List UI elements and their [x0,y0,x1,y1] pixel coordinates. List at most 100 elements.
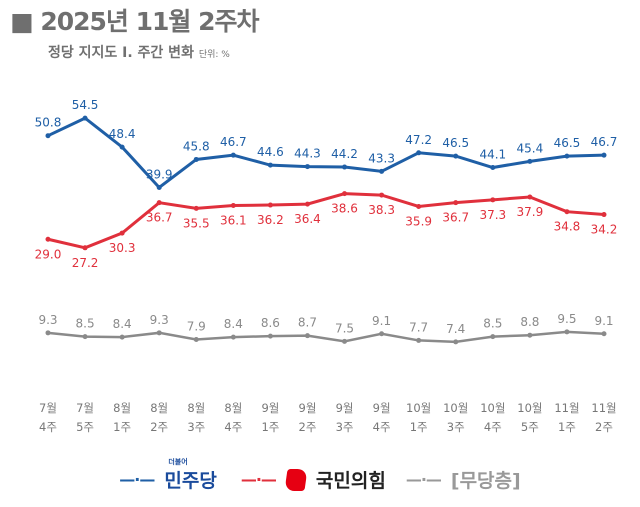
x-tick-label: 8월 [150,401,168,415]
data-point [230,152,236,158]
data-label: 8.7 [298,316,317,330]
data-point [527,158,533,164]
x-tick-label: 1주 [113,420,131,434]
data-label: 7.5 [335,321,354,335]
data-label: 30.3 [109,241,136,255]
x-tick-label: 3주 [336,420,354,434]
x-tick-label: 7월 [39,401,57,415]
x-tick-label: 8월 [187,401,205,415]
x-tick-label: 4주 [224,420,242,434]
data-label: 36.4 [294,212,321,226]
x-tick-label: 9월 [373,401,391,415]
x-tick-label: 3주 [187,420,205,434]
data-point [304,201,310,207]
x-tick-label: 1주 [410,420,428,434]
data-label: 37.3 [479,208,506,222]
data-label: 44.3 [294,147,321,161]
data-label: 8.4 [224,317,243,331]
data-point [193,156,199,162]
series-line-0 [47,116,605,190]
x-tick-label: 2주 [150,420,168,434]
data-point [453,200,459,206]
data-label: 29.0 [35,247,62,261]
x-tick-label: 8월 [224,401,242,415]
legend-text-minjoo: 민주당 [164,470,217,492]
data-point [267,202,273,208]
data-point [379,168,385,174]
data-point [379,331,385,337]
data-point [156,330,162,336]
data-label: 46.5 [442,136,469,150]
data-label: 9.1 [594,314,613,328]
legend-label-minjoo: 더불어 민주당 [164,458,217,493]
x-tick-label: 11월 [554,401,579,415]
x-tick-label: 10월 [480,401,505,415]
data-point [601,331,607,337]
data-label: 44.2 [331,147,358,161]
data-point [119,230,125,236]
data-label: 46.7 [220,135,247,149]
data-point [304,333,310,339]
data-point [416,337,422,343]
data-label: 39.9 [146,167,173,181]
data-label: 8.5 [76,317,95,331]
legend-label-ppp: 국민의힘 [315,470,386,492]
data-point [601,152,607,158]
data-point [45,330,51,336]
x-tick-label: 2주 [595,420,613,434]
legend: —·— 더불어 민주당 —·— 국민의힘 —·— [무당층] [0,458,640,493]
data-label: 8.8 [520,315,539,329]
data-point [230,203,236,209]
data-label: 38.3 [368,203,395,217]
data-label: 34.8 [554,220,581,234]
series-line-1 [47,192,605,250]
data-point [490,197,496,203]
data-point [304,164,310,170]
x-tick-label: 2주 [299,420,317,434]
data-point [82,245,88,251]
data-point [119,144,125,150]
data-label: 7.4 [446,322,465,336]
data-point [193,205,199,211]
data-point [453,339,459,345]
series-line-2 [47,330,605,344]
data-label: 9.3 [38,313,57,327]
data-label: 8.5 [483,317,502,331]
data-label: 34.2 [591,223,618,237]
x-tick-label: 4주 [484,420,502,434]
data-point [342,164,348,170]
x-tick-label: 8월 [113,401,131,415]
data-point [267,333,273,339]
data-point [564,329,570,335]
data-point [193,336,199,342]
data-label: 9.5 [557,312,576,326]
data-label: 36.7 [442,211,469,225]
data-point [45,236,51,242]
data-point [342,338,348,344]
data-label: 45.8 [183,139,210,153]
data-label: 35.5 [183,216,210,230]
data-label: 36.1 [220,214,247,228]
data-point [601,212,607,218]
data-label: 36.7 [146,211,173,225]
chart-title: ■ 2025년 11월 2주차 [10,7,259,36]
x-tick-label: 5주 [521,420,539,434]
data-point [416,203,422,209]
data-label: 8.4 [113,317,132,331]
subtitle-text: 정당 지지도 Ⅰ. 주간 변화 [48,45,194,61]
data-label: 50.8 [35,116,62,130]
data-point [453,153,459,159]
ppp-logo-icon [284,468,308,491]
data-label: 54.5 [72,98,99,112]
x-tick-label: 4주 [373,420,391,434]
x-tick-label: 3주 [447,420,465,434]
data-point [82,115,88,121]
data-label: 46.5 [554,136,581,150]
data-point [82,334,88,340]
data-point [527,194,533,200]
x-tick-label: 10월 [406,401,431,415]
data-point [490,334,496,340]
x-tick-label: 1주 [261,420,279,434]
data-label: 27.2 [72,256,99,270]
